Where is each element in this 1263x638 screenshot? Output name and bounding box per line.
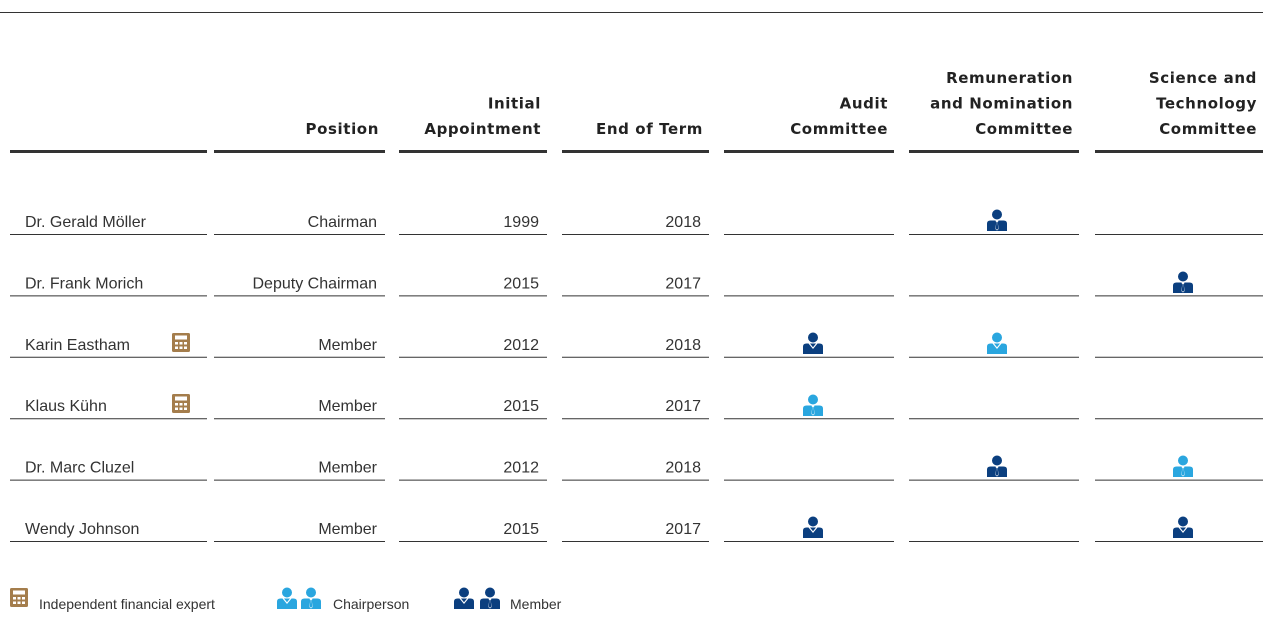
column-header: Initial xyxy=(488,95,541,113)
member-name: Wendy Johnson xyxy=(25,521,139,538)
cell-text: 2015 xyxy=(503,398,539,415)
cell-text: 2015 xyxy=(503,521,539,538)
legend-label: Independent financial expert xyxy=(39,596,215,612)
member-icon xyxy=(480,587,500,609)
member-icon xyxy=(987,455,1007,477)
column-header: and Nomination xyxy=(930,95,1073,113)
chair-icon xyxy=(803,394,823,416)
chair-icon xyxy=(301,587,321,609)
cell-text: Member xyxy=(318,398,377,415)
member-icon xyxy=(1173,271,1193,293)
cell-text: 2017 xyxy=(665,398,701,415)
member-icon xyxy=(987,209,1007,231)
legend-label: Member xyxy=(510,596,562,612)
column-header: Appointment xyxy=(424,120,541,138)
chair-icon xyxy=(277,587,297,609)
cell-text: 2015 xyxy=(503,275,539,292)
member-name: Karin Eastham xyxy=(25,337,130,354)
column-header: Technology xyxy=(1156,95,1257,113)
member-name: Klaus Kühn xyxy=(25,398,107,415)
member-name: Dr. Marc Cluzel xyxy=(25,460,134,477)
column-header: End of Term xyxy=(596,120,703,138)
cell-text: Member xyxy=(318,521,377,538)
committee-icons xyxy=(172,209,1193,538)
column-header: Committee xyxy=(790,120,888,138)
chair-icon xyxy=(987,332,1007,354)
cell-text: 2017 xyxy=(665,521,701,538)
chair-icon xyxy=(1173,455,1193,477)
member-icon xyxy=(1173,516,1193,538)
column-header: Committee xyxy=(975,120,1073,138)
cell-text: Member xyxy=(318,460,377,477)
member-name: Dr. Gerald Möller xyxy=(25,214,147,231)
member-name: Dr. Frank Morich xyxy=(25,275,143,292)
member-icon xyxy=(803,516,823,538)
expert-icon xyxy=(172,394,190,413)
column-header: Committee xyxy=(1159,120,1257,138)
column-header: Science and xyxy=(1149,69,1257,87)
cell-text: Member xyxy=(318,337,377,354)
cell-text: 2012 xyxy=(503,337,539,354)
cell-text: 1999 xyxy=(503,214,539,231)
column-header: Audit xyxy=(840,95,888,113)
legend-label: Chairperson xyxy=(333,596,409,612)
column-header: Position xyxy=(306,120,379,138)
cell-text: Deputy Chairman xyxy=(253,275,378,292)
cell-text: 2018 xyxy=(665,214,701,231)
cell-text: 2012 xyxy=(503,460,539,477)
cell-text: 2018 xyxy=(665,337,701,354)
member-icon xyxy=(803,332,823,354)
cell-text: Chairman xyxy=(308,214,377,231)
expert-icon xyxy=(10,588,28,607)
member-icon xyxy=(454,587,474,609)
column-header: Remuneration xyxy=(946,69,1073,87)
cell-text: 2017 xyxy=(665,275,701,292)
expert-icon xyxy=(172,333,190,352)
cell-text: 2018 xyxy=(665,460,701,477)
legend: Independent financial expert Chairperson… xyxy=(10,587,562,612)
